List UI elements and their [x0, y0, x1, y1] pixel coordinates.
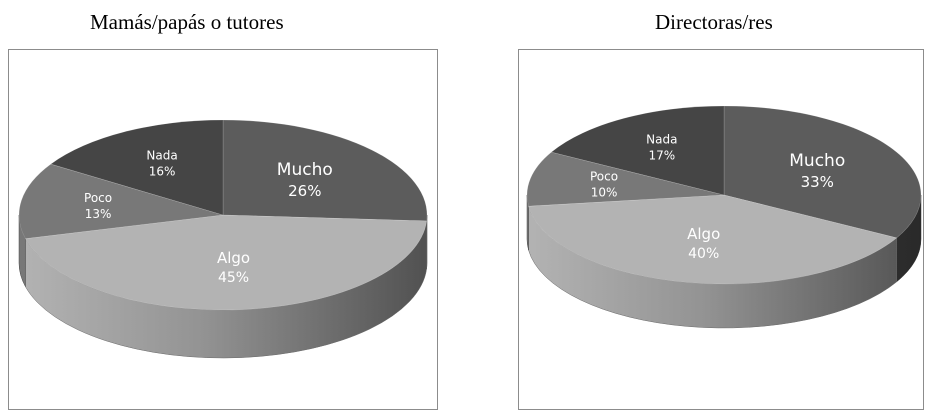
slice-percent-nada: 16% — [149, 164, 176, 178]
slice-percent-mucho: 26% — [288, 182, 321, 200]
pie-slice-algo — [528, 194, 898, 285]
slice-label-algo: Algo — [687, 225, 720, 243]
slice-label-nada: Nada — [146, 148, 177, 162]
pie-slice-mucho — [222, 119, 428, 222]
chart-title-directors: Directoras/res — [655, 10, 773, 34]
slice-label-mucho: Mucho — [277, 160, 333, 180]
slice-label-poco: Poco — [590, 170, 618, 184]
pie-slice-nada — [50, 119, 224, 216]
slice-label-algo: Algo — [217, 249, 250, 267]
slice-label-nada: Nada — [646, 133, 677, 147]
pie-slice-poco — [18, 163, 224, 239]
chart-frame-directors: Mucho 33% Algo 40% Poco 10% Nada 17% — [518, 49, 924, 410]
slice-percent-mucho: 33% — [801, 173, 834, 191]
slice-percent-nada: 17% — [648, 149, 675, 163]
slice-percent-poco: 13% — [85, 207, 112, 221]
slice-percent-poco: 10% — [591, 186, 618, 200]
pie-slice-mucho — [723, 105, 922, 239]
slice-label-poco: Poco — [84, 191, 112, 205]
slice-percent-algo: 40% — [688, 246, 719, 262]
pie-chart-directors: Mucho 33% Algo 40% Poco 10% Nada 17% — [526, 105, 922, 329]
slice-percent-algo: 45% — [218, 270, 249, 286]
chart-title-parents: Mamás/papás o tutores — [90, 10, 284, 34]
slice-label-mucho: Mucho — [789, 151, 845, 171]
chart-frame-parents: Mucho 26% Algo 45% Poco 13% Nada 16% — [8, 49, 438, 410]
pie-slice-algo — [24, 214, 427, 311]
pie-slice-poco — [526, 151, 725, 207]
pie-slice-nada — [550, 105, 725, 196]
pie-chart-parents: Mucho 26% Algo 45% Poco 13% Nada 16% — [18, 119, 428, 359]
